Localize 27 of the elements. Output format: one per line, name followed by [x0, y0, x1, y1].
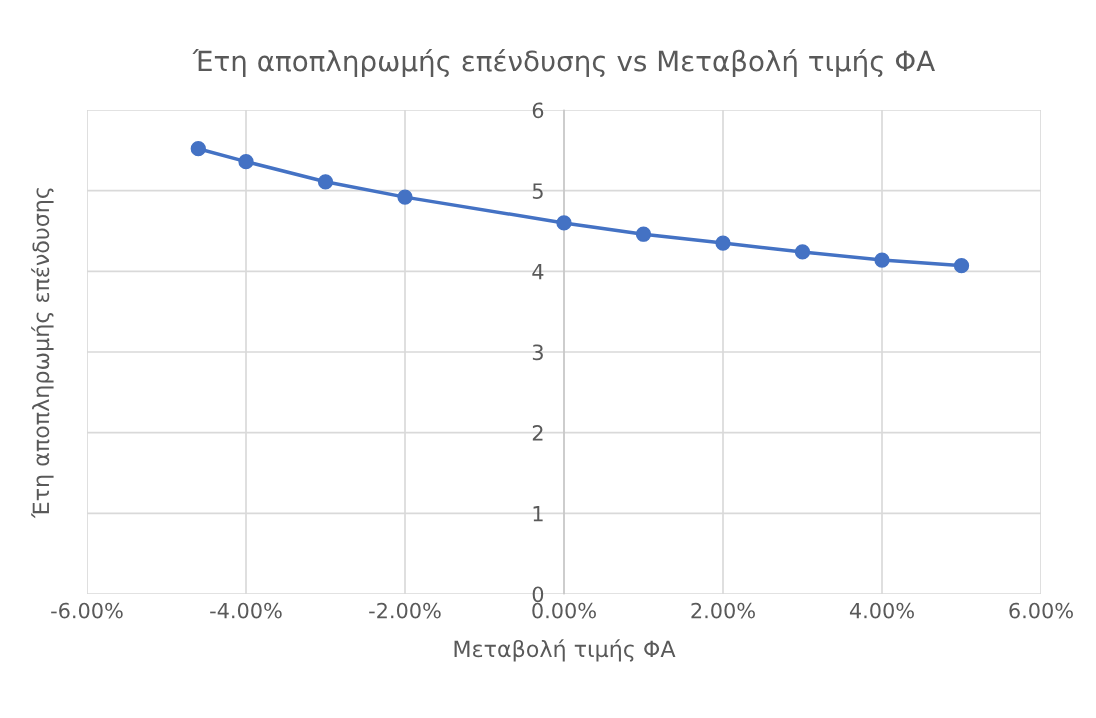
y-tick-label: 5: [532, 183, 543, 199]
y-tick-label: 3: [532, 344, 543, 361]
y-tick-label: 4: [532, 264, 544, 280]
x-tick-label: -6.00%: [51, 602, 123, 619]
point: [635, 226, 652, 242]
x-tick-label: 4.00%: [849, 602, 914, 619]
point: [874, 252, 890, 268]
y-tick-label: 2: [532, 425, 543, 441]
point: [715, 235, 731, 251]
point: [238, 153, 254, 170]
x-tick-label: -4.00%: [210, 602, 282, 619]
y-tick-label: 6: [532, 102, 544, 119]
chart-title: Έτη αποπληρωμής επένδυσης vs Μεταβολή τιμής ΦΑ: [192, 48, 935, 77]
point: [953, 258, 970, 274]
x-axis-title: Μεταβολή τιμής ΦΑ: [454, 639, 676, 662]
x-tick-label: 0.00%: [532, 602, 596, 619]
y-axis-title: Έτη αποπληρωμής επένδυσης: [31, 188, 54, 519]
point: [317, 174, 334, 190]
y-tick-label: 1: [533, 506, 543, 522]
point: [190, 141, 206, 157]
point: [397, 189, 413, 205]
point: [556, 215, 572, 231]
y-tick-label: 0: [532, 586, 544, 603]
x-tick-label: 6.00%: [1009, 602, 1073, 619]
point: [794, 244, 811, 260]
x-tick-label: -2.00%: [369, 602, 441, 619]
x-tick-label: 2.00%: [691, 602, 755, 619]
